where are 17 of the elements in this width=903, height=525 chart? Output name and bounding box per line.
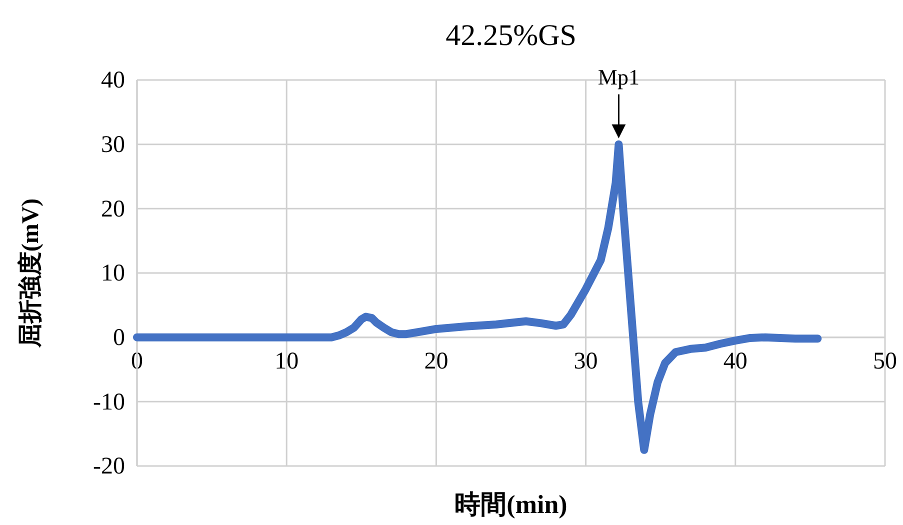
y-tick-label: -10 xyxy=(93,389,125,416)
y-tick-label: -20 xyxy=(93,454,125,480)
x-tick-label: 50 xyxy=(873,348,897,374)
x-tick-label: 20 xyxy=(424,348,448,374)
x-tick-label: 30 xyxy=(574,348,598,374)
y-tick-label: 0 xyxy=(113,325,125,352)
y-tick-label: 30 xyxy=(101,132,125,158)
x-tick-label: 10 xyxy=(274,348,299,374)
y-tick-label: 20 xyxy=(101,196,125,222)
x-axis-title: 時間(min) xyxy=(454,490,568,519)
y-tick-label: 10 xyxy=(101,260,125,287)
chart-title: 42.25%GS xyxy=(446,19,576,52)
y-axis-title: 屈折強度(mV) xyxy=(17,198,44,349)
y-tick-label: 40 xyxy=(101,68,125,94)
annotation: Mp1 xyxy=(598,64,640,90)
x-tick-label: 40 xyxy=(723,348,748,374)
x-tick-label: 0 xyxy=(131,348,143,374)
